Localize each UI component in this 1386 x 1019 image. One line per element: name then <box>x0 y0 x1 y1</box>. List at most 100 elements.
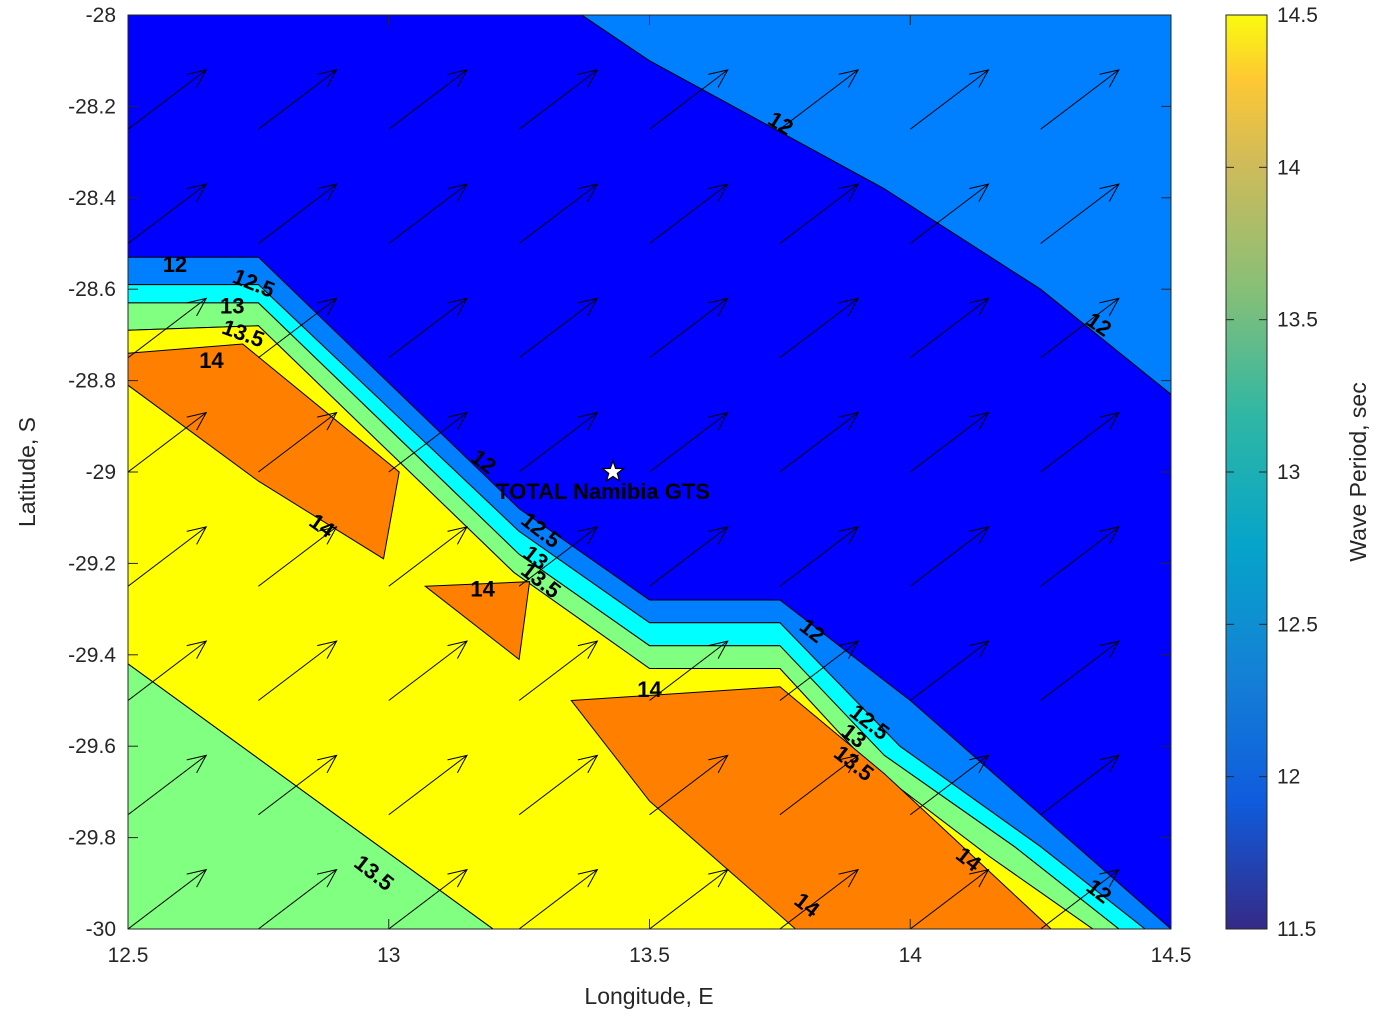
wave-arrow-36 <box>649 526 729 587</box>
colorbar-ticks: 11.5 12 12.5 13 13.5 14 14.5 <box>1226 4 1318 941</box>
x-tick-label-2: 13.5 <box>629 944 670 967</box>
wave-arrow-63 <box>1040 868 1120 929</box>
colorbar: 11.5 12 12.5 13 13.5 14 14.5 Wave Period, sec <box>1225 4 1371 941</box>
x-tick-label-1: 13 <box>377 944 400 967</box>
wave-arrow-23 <box>388 868 468 929</box>
colorbar-tick-label-3: 13 <box>1277 461 1300 484</box>
y-tick-label-10: -30 <box>86 918 116 941</box>
wave-arrow-19 <box>388 411 468 473</box>
colorbar-label: Wave Period, sec <box>1345 382 1371 561</box>
wave-arrow-7 <box>128 868 208 929</box>
wave-arrow-24 <box>518 69 599 130</box>
wave-arrow-20 <box>388 526 468 587</box>
y-axis-label: Latitude, S <box>14 417 40 527</box>
contour-label-6: 14 <box>199 348 224 373</box>
wave-arrow-54 <box>909 754 990 816</box>
wave-arrow-0 <box>128 69 208 130</box>
wave-arrow-43 <box>779 411 860 473</box>
wave-arrow-52 <box>909 526 990 587</box>
wave-arrow-47 <box>779 868 860 929</box>
contour-regions <box>128 15 1171 929</box>
wave-arrow-3 <box>128 411 208 473</box>
y-tick-label-2: -28.4 <box>68 187 116 210</box>
colorbar-tick-label-5: 14 <box>1277 156 1301 179</box>
wave-arrow-49 <box>909 183 990 244</box>
wave-arrow-51 <box>909 411 990 473</box>
wave-arrow-45 <box>779 640 860 701</box>
wave-arrow-9 <box>258 183 338 244</box>
wave-arrow-42 <box>779 297 860 359</box>
wave-arrow-38 <box>649 754 729 816</box>
wave-arrow-44 <box>779 526 860 587</box>
wave-arrow-15 <box>258 868 338 929</box>
x-tick-label-3: 14 <box>899 944 923 967</box>
site-marker: TOTAL Namibia GTS <box>496 459 710 504</box>
wave-arrow-40 <box>779 69 860 130</box>
y-tick-label-4: -28.8 <box>68 370 116 393</box>
wave-arrow-2 <box>128 297 208 359</box>
y-tick-label-7: -29.4 <box>68 644 116 667</box>
site-star-icon <box>600 459 626 483</box>
wave-arrow-1 <box>128 183 208 244</box>
wave-arrow-30 <box>518 754 599 816</box>
wave-arrow-18 <box>388 297 468 359</box>
wave-arrow-37 <box>649 640 729 701</box>
wave-arrow-56 <box>1040 69 1120 130</box>
wave-arrow-59 <box>1040 411 1120 473</box>
x-axis-label: Longitude, E <box>584 983 713 1009</box>
wave-arrow-13 <box>258 640 338 701</box>
x-tick-label-4: 14.5 <box>1151 944 1192 967</box>
wave-arrow-62 <box>1040 754 1120 816</box>
colorbar-tick-label-4: 13.5 <box>1277 309 1318 332</box>
wave-arrow-41 <box>779 183 860 244</box>
colorbar-tick-label-1: 12 <box>1277 766 1300 789</box>
wave-arrow-21 <box>388 640 468 701</box>
wave-arrow-57 <box>1040 183 1120 244</box>
colorbar-tick-label-0: 11.5 <box>1277 918 1316 941</box>
wave-arrow-22 <box>388 754 468 816</box>
contour-region-5 <box>128 663 494 929</box>
contour-label-2: 12 <box>163 252 187 277</box>
wave-arrow-28 <box>518 526 599 587</box>
wave-arrow-27 <box>518 411 599 473</box>
y-tick-label-3: -28.6 <box>68 278 116 301</box>
wave-arrow-8 <box>258 69 338 130</box>
wave-arrow-50 <box>909 297 990 359</box>
contour-label-14: 14 <box>637 677 662 702</box>
wave-arrow-5 <box>128 640 208 701</box>
wave-arrow-17 <box>388 183 468 244</box>
wave-arrow-16 <box>388 69 468 130</box>
wave-arrow-34 <box>649 297 729 359</box>
contour-region-6 <box>128 343 400 560</box>
contour-label-4: 13 <box>220 293 244 318</box>
wave-arrow-58 <box>1040 297 1120 359</box>
wave-arrow-60 <box>1040 526 1120 587</box>
contour-region-8 <box>570 686 1052 929</box>
x-tick-label-0: 12.5 <box>108 944 149 967</box>
wave-arrow-35 <box>649 411 729 473</box>
y-tick-label-1: -28.2 <box>68 95 116 118</box>
y-tick-label-9: -29.8 <box>68 827 116 850</box>
colorbar-tick-label-2: 12.5 <box>1277 613 1318 636</box>
wave-arrow-10 <box>258 297 338 359</box>
site-label: TOTAL Namibia GTS <box>496 479 710 504</box>
contour-region-7 <box>423 581 531 661</box>
wave-arrow-39 <box>649 868 729 929</box>
wave-arrow-14 <box>258 754 338 816</box>
wave-arrow-33 <box>649 183 729 244</box>
wave-arrow-26 <box>518 297 599 359</box>
y-axis-ticks: -28 -28.2 -28.4 -28.6 -28.8 -29 -29.2 -29.4 -29.… <box>68 4 1171 941</box>
wave-arrow-29 <box>518 640 599 701</box>
wave-arrow-48 <box>909 69 990 130</box>
wave-arrow-53 <box>909 640 990 701</box>
wave-arrow-32 <box>649 69 729 130</box>
y-tick-label-6: -29.2 <box>68 552 116 575</box>
contour-label-12: 14 <box>470 577 495 602</box>
contour-region-0 <box>580 15 1171 395</box>
wave-arrow-31 <box>518 868 599 929</box>
wave-arrow-6 <box>128 754 208 816</box>
y-tick-label-8: -29.6 <box>68 735 116 758</box>
colorbar-tick-label-6: 14.5 <box>1277 4 1318 27</box>
x-axis-ticks: 12.5 13 13.5 14 14.5 <box>108 15 1192 967</box>
